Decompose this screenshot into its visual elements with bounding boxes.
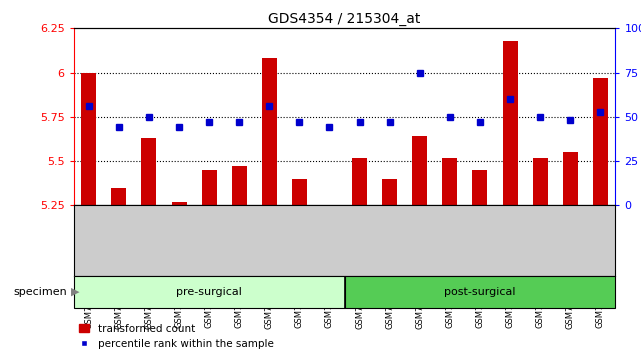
Bar (81, 73, 96, 205)
Bar (352, 158, 367, 205)
Bar (231, 166, 247, 205)
Bar (412, 136, 428, 205)
Bar (442, 158, 458, 205)
Bar (382, 179, 397, 205)
Legend: transformed count, percentile rank within the sample: transformed count, percentile rank withi… (79, 324, 274, 349)
Bar (533, 158, 547, 205)
Bar (202, 170, 217, 205)
Bar (142, 138, 156, 205)
Text: post-surgical: post-surgical (444, 287, 516, 297)
Title: GDS4354 / 215304_at: GDS4354 / 215304_at (269, 12, 420, 26)
Text: specimen: specimen (13, 287, 67, 297)
Bar (262, 58, 277, 205)
Bar (345, 276, 615, 308)
Bar (292, 179, 307, 205)
Bar (593, 78, 608, 205)
Text: ▶: ▶ (71, 287, 79, 297)
Bar (74, 276, 345, 308)
Bar (503, 41, 517, 205)
Bar (112, 188, 126, 205)
Bar (472, 170, 487, 205)
Text: pre-surgical: pre-surgical (176, 287, 242, 297)
Bar (563, 152, 578, 205)
Bar (172, 202, 187, 205)
